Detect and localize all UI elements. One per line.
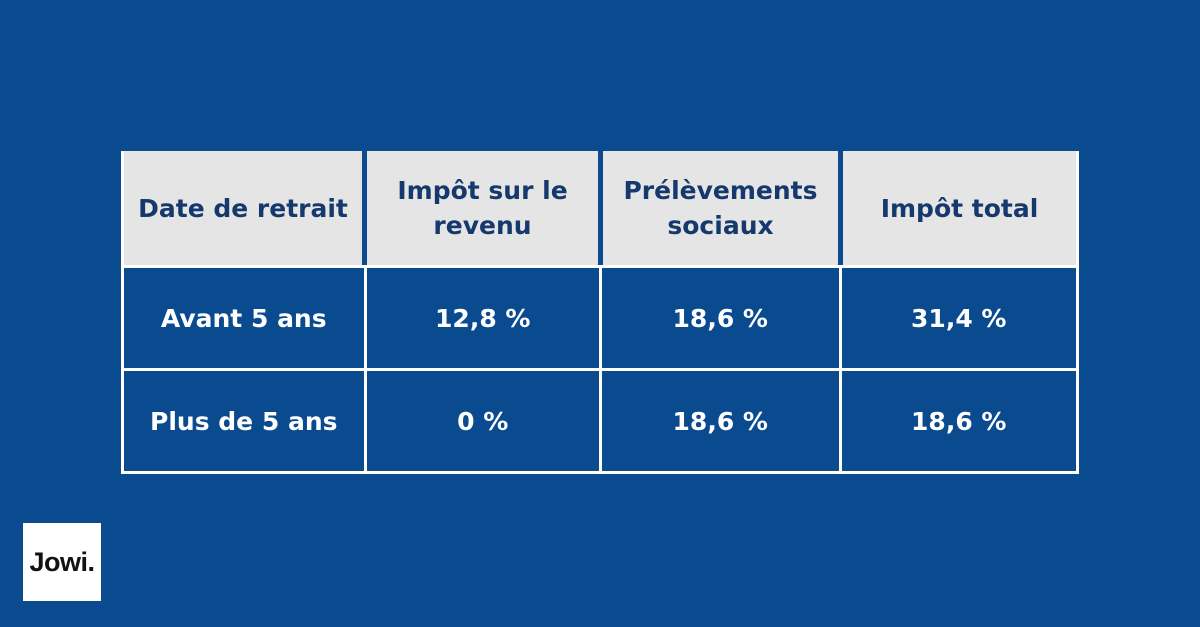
row-label-cell: Avant 5 ans xyxy=(124,268,364,368)
value-cell: 0 % xyxy=(366,371,599,471)
value-cell: 18,6 % xyxy=(602,371,839,471)
table-body: Avant 5 ans 12,8 % 18,6 % 31,4 % Plus de… xyxy=(124,265,1076,471)
row-label-cell: Plus de 5 ans xyxy=(124,371,364,471)
table-row-plus-de-5-ans: Plus de 5 ans 0 % 18,6 % 18,6 % xyxy=(124,371,1076,471)
header-cell-impot-total: Impôt total xyxy=(843,151,1076,265)
value-cell: 31,4 % xyxy=(841,268,1076,368)
table-header-row: Date de retrait Impôt sur le revenu Prél… xyxy=(124,151,1076,265)
jowi-logo-text: Jowi. xyxy=(29,546,95,577)
value-cell: 18,6 % xyxy=(602,268,839,368)
value-cell: 12,8 % xyxy=(366,268,599,368)
header-cell-prelevements-sociaux: Prélèvements sociaux xyxy=(603,151,838,265)
tax-table: Date de retrait Impôt sur le revenu Prél… xyxy=(121,151,1079,474)
value-cell: 18,6 % xyxy=(841,371,1076,471)
jowi-logo: Jowi. xyxy=(23,523,101,601)
table-row-avant-5-ans: Avant 5 ans 12,8 % 18,6 % 31,4 % xyxy=(124,268,1076,368)
header-cell-date-de-retrait: Date de retrait xyxy=(124,151,362,265)
header-cell-impot-sur-le-revenu: Impôt sur le revenu xyxy=(367,151,598,265)
